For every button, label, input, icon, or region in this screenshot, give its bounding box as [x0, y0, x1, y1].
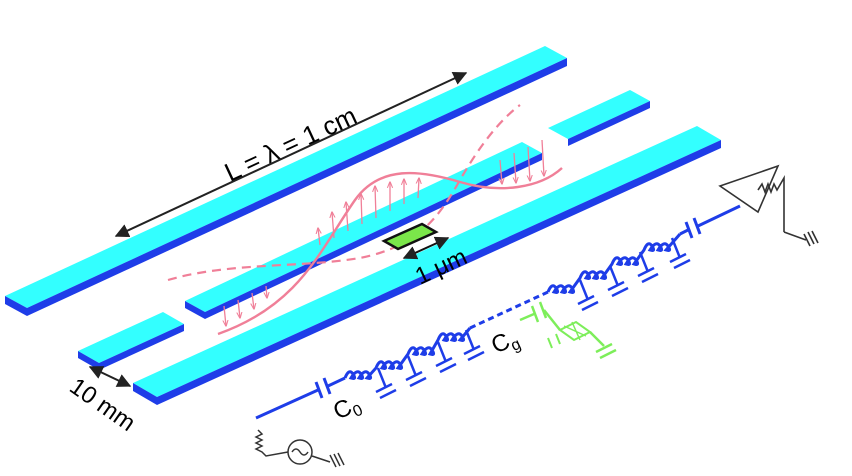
center-strip-left: [78, 312, 184, 370]
junction-box: [381, 222, 439, 251]
length-arrow: [114, 71, 468, 238]
output-capacitor: [679, 204, 741, 239]
shunt-capacitors-right: [577, 237, 691, 312]
junction-size-arrow: [402, 236, 450, 260]
gap-label: 10 mm: [65, 373, 141, 437]
ground-strip-bottom: [133, 126, 721, 405]
inductor-chain-right: [546, 233, 682, 294]
shunt-capacitors-left: [375, 329, 485, 400]
voltage-source-icon: [254, 429, 345, 468]
amplifier-icon: [718, 164, 819, 247]
c0-capacitor: [314, 377, 332, 399]
cg-label: Cg: [487, 324, 523, 362]
lumped-circuit: [254, 204, 741, 468]
c0-label: C0: [329, 390, 366, 428]
gap-arrow: [88, 366, 132, 387]
center-strip-right: [548, 90, 650, 146]
qubit-circuit: [519, 301, 617, 360]
inductor-chain-left: [343, 327, 472, 380]
